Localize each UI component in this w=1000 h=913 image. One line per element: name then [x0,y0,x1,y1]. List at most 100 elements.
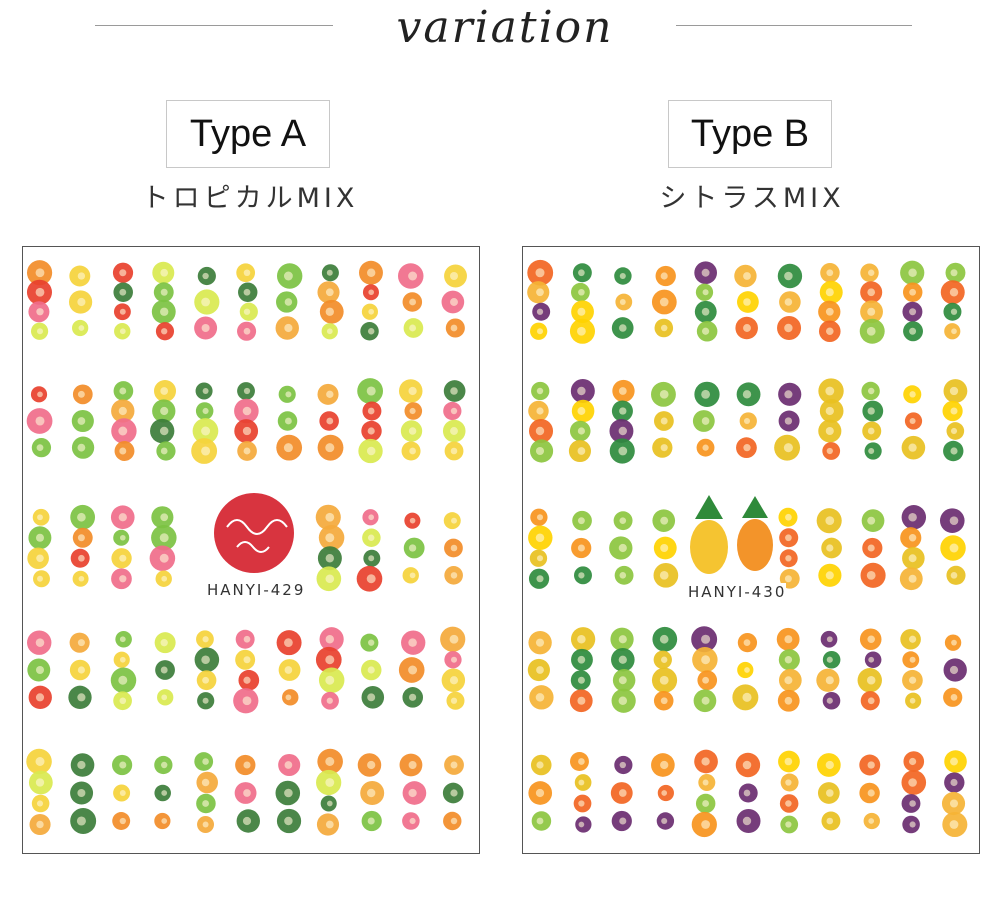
fruit-sticker-strip [610,741,634,845]
fruit-sticker-strip [70,371,95,471]
fruit-sticker-strip [859,253,885,351]
fruit-sticker-strip [818,371,844,471]
fruit-sticker-strip [817,741,841,845]
fruit-sticker-strip [816,619,841,721]
fruit-sticker-strip [941,741,968,845]
fruit-sticker-strip [860,371,884,471]
fruit-sticker-strip [398,619,426,721]
sheet-code-label: HANYI-429 [207,581,306,599]
type-a-label-box: Type A [166,100,330,168]
fruit-sticker-strip [611,253,634,351]
fruit-sticker-strip [735,741,761,845]
fruit-sticker-strip [651,619,678,721]
fruit-sticker-strip [194,253,220,351]
fruit-sticker-strip [233,619,260,721]
fruit-sticker-strip [236,253,258,351]
fruit-sticker-strip [528,371,554,471]
fruit-sticker-strip [234,371,259,471]
fruit-sticker-strip [652,497,679,599]
fruit-sticker-strip [440,619,466,721]
fruit-sticker-strip [153,619,176,721]
fruit-sticker-strip [357,371,384,471]
fruit-sticker-strip [528,741,553,845]
fruit-sticker-strip [153,741,176,845]
type-b-subtitle: シトラスMIX [659,183,845,214]
fruit-sticker-strip [194,619,220,721]
sticker-sheet-type-a: HANYI-429 [22,246,480,854]
type-b-label-box: Type B [668,100,832,168]
fruit-sticker-strip [527,619,554,721]
pineapple-illustration-1 [690,495,728,574]
fruit-sticker-strip [940,253,966,351]
fruit-sticker-strip [360,619,385,721]
fruit-sticker-strip [777,497,800,599]
fruit-sticker-strip [777,253,803,351]
fruit-sticker-strip [691,741,718,845]
fruit-sticker-strip [398,371,424,471]
fruit-sticker-strip [27,497,52,599]
fruit-sticker-strip [68,253,93,351]
fruit-sticker-strip [609,371,635,471]
fruit-sticker-strip [70,741,97,845]
fruit-sticker-strip [26,741,53,845]
fruit-sticker-strip [356,497,383,599]
fruit-sticker-strip [776,619,802,721]
sticker-sheet-type-a-artwork [26,253,467,845]
fruit-sticker-strip [694,253,718,351]
fruit-sticker-strip [610,619,636,721]
fruit-sticker-strip [901,741,927,845]
fruit-sticker-strip [151,253,176,351]
page-title: variation [396,2,614,53]
fruit-sticker-strip [692,371,720,471]
fruit-sticker-strip [317,371,344,471]
fruit-sticker-strip [397,253,424,351]
fruit-sticker-strip [569,253,596,351]
fruit-sticker-strip [732,619,759,721]
fruit-sticker-strip [276,619,302,721]
fruit-sticker-strip [111,371,137,471]
fruit-sticker-strip [110,497,135,599]
fruit-sticker-strip [442,741,465,845]
fruit-sticker-strip [527,253,554,351]
fruit-sticker-strip [900,619,924,721]
fruit-sticker-strip [442,371,466,471]
fruit-sticker-strip [441,253,467,351]
fruit-sticker-strip [859,741,883,845]
emblem-script-decoration [226,519,288,535]
fruit-sticker-strip [651,253,677,351]
fruit-sticker-strip [569,619,596,721]
fruit-sticker-strip [568,371,595,471]
fruit-sticker-strip [528,497,553,599]
sticker-sheet-type-b: HANYI-430 [522,246,980,854]
fruit-sticker-strip [860,497,886,599]
fruit-sticker-strip [777,741,800,845]
pineapple-illustration-2 [737,496,773,571]
fruit-sticker-strip [857,619,883,721]
sheet-code-label: HANYI-430 [688,583,787,601]
fruit-sticker-strip [234,741,260,845]
fruit-sticker-strip [943,619,967,721]
fruit-sticker-strip [111,253,134,351]
left-divider-line [95,25,333,26]
fruit-sticker-strip [734,253,759,351]
fruit-sticker-strip [942,371,968,471]
fruit-sticker-strip [443,497,465,599]
fruit-sticker-strip [276,371,303,471]
fruit-sticker-strip [150,371,177,471]
fruit-sticker-strip [26,371,53,471]
fruit-sticker-strip [26,253,53,351]
fruit-sticker-strip [194,741,218,845]
fruit-sticker-strip [275,741,302,845]
fruit-sticker-strip [401,497,425,599]
fruit-sticker-strip [691,619,718,721]
type-a-subtitle: トロピカルMIX [141,183,359,214]
fruit-sticker-strip [315,619,345,721]
fruit-sticker-strip [399,741,427,845]
fruit-sticker-strip [315,497,345,599]
fruit-sticker-strip [317,253,344,351]
fruit-sticker-strip [316,741,343,845]
fruit-sticker-strip [359,253,383,351]
sticker-sheet-type-b-artwork [527,253,968,845]
emblem-script-decoration-2 [236,541,270,553]
fruit-sticker-strip [570,497,593,599]
